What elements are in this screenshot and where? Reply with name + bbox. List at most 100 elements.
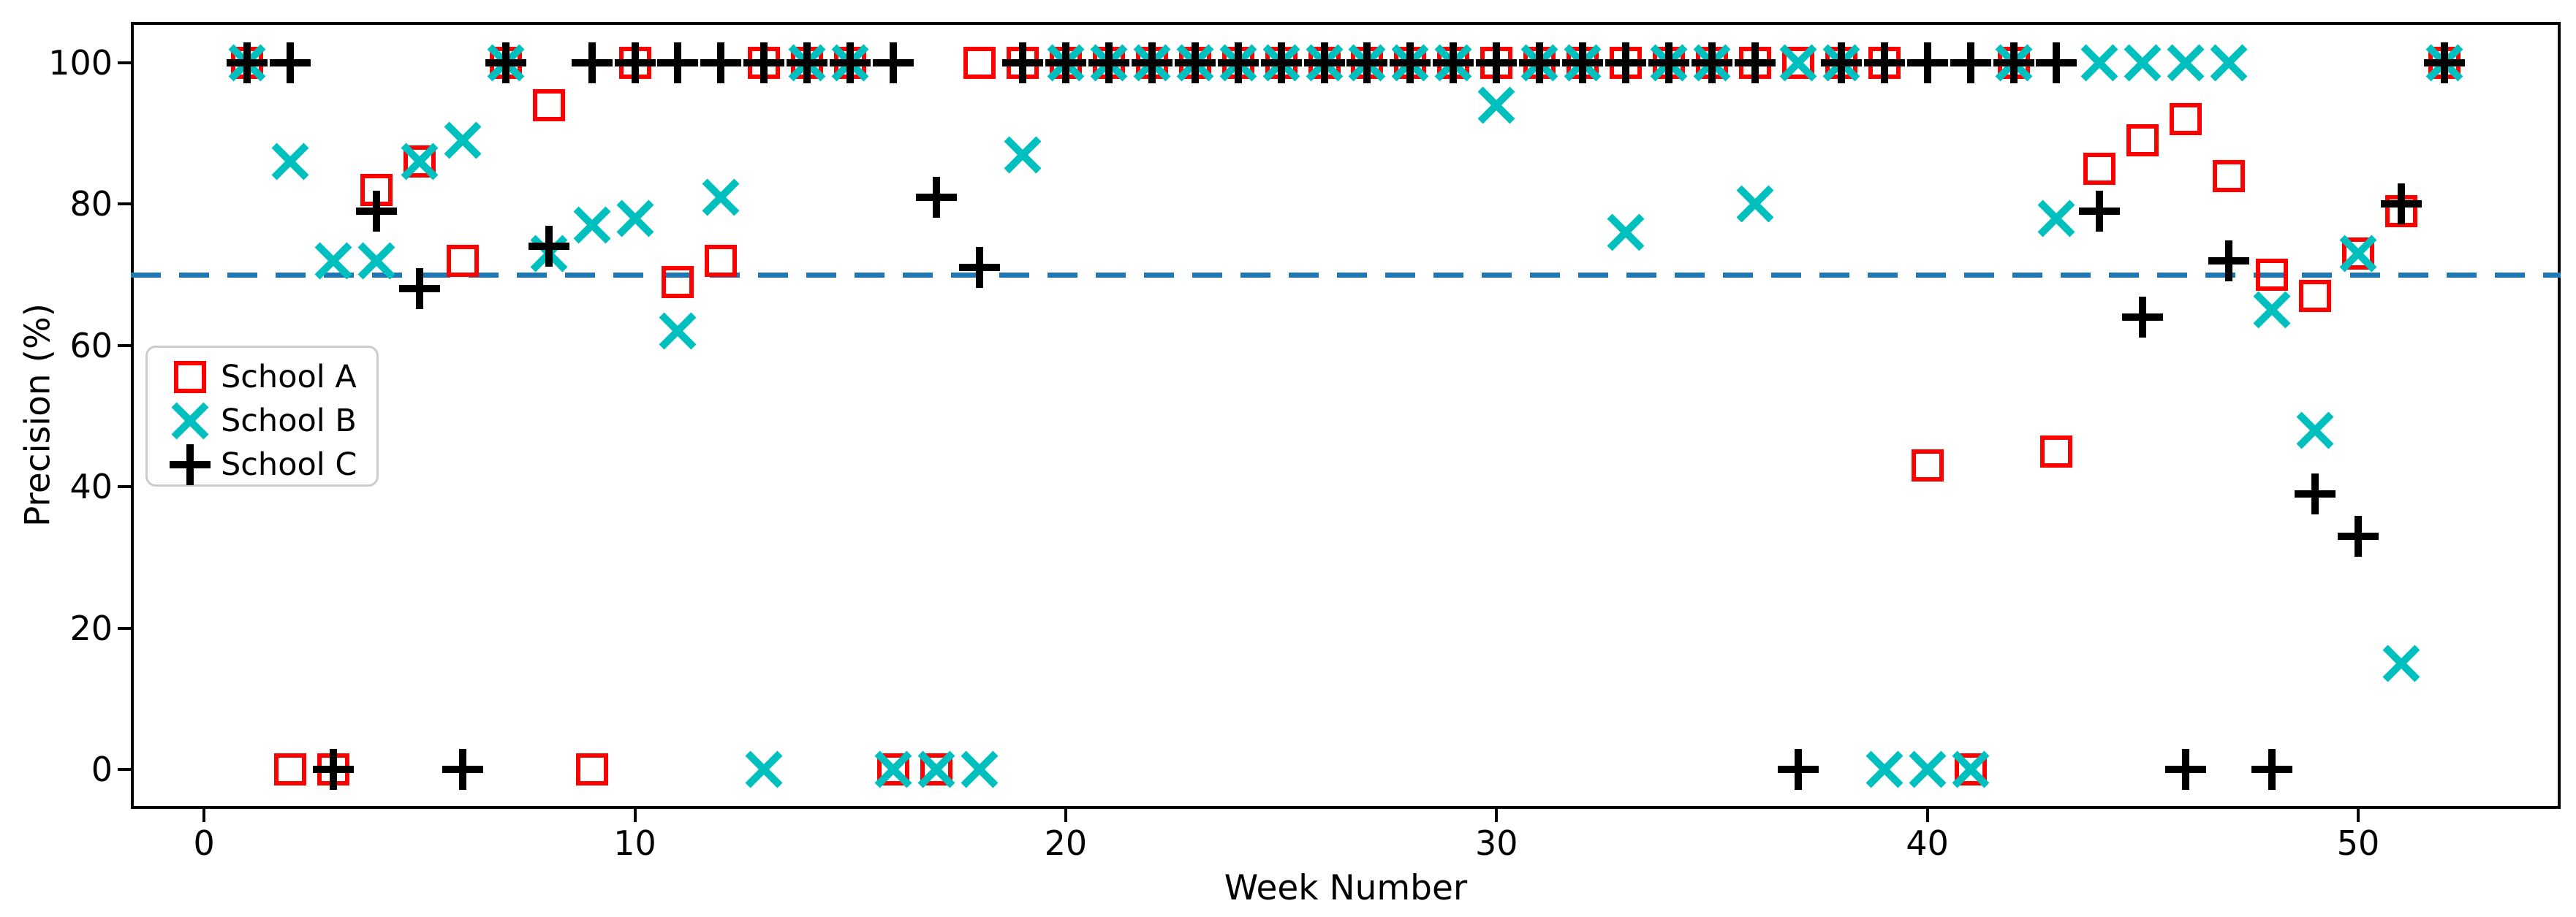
marker-school-c-week-48: [2251, 748, 2293, 790]
marker-school-c-week-7: [485, 42, 526, 84]
school-b-x-icon: [161, 399, 221, 443]
marker-school-c-week-45: [2122, 297, 2164, 338]
marker-school-c-week-39: [1863, 42, 1905, 84]
marker-school-c-week-32: [1562, 42, 1604, 84]
marker-school-c-week-17: [916, 176, 958, 218]
marker-school-a-week-18: [963, 47, 996, 80]
marker-school-b-week-16: [874, 750, 912, 788]
marker-school-b-week-19: [1004, 136, 1042, 174]
legend-item-school-c: School C: [161, 443, 376, 487]
x-tick-40: [1925, 809, 1929, 822]
marker-school-a-week-11: [662, 265, 694, 298]
school-a-square-icon: [161, 355, 221, 399]
marker-school-b-week-39: [1865, 750, 1903, 788]
marker-school-c-week-33: [1605, 42, 1647, 84]
marker-school-b-week-13: [745, 750, 783, 788]
marker-school-c-week-52: [2423, 42, 2465, 84]
marker-school-a-week-40: [1911, 449, 1944, 482]
marker-school-a-week-43: [2040, 435, 2073, 468]
marker-school-a-week-48: [2256, 259, 2289, 292]
y-tick-100: [118, 61, 131, 65]
marker-school-b-week-30: [1477, 86, 1515, 124]
marker-school-c-week-35: [1691, 42, 1732, 84]
marker-school-c-week-47: [2208, 240, 2250, 281]
marker-school-a-week-8: [532, 89, 565, 122]
marker-school-c-week-19: [1001, 42, 1043, 84]
y-tick-60: [118, 343, 131, 347]
marker-school-a-week-37: [1781, 47, 1814, 80]
marker-school-b-week-3: [314, 242, 352, 280]
marker-school-c-week-12: [700, 42, 742, 84]
y-tick-label-80: 80: [69, 184, 113, 224]
marker-school-b-week-12: [702, 178, 740, 216]
marker-school-b-week-6: [444, 121, 482, 159]
y-tick-label-40: 40: [69, 467, 113, 507]
x-tick-label-50: 50: [2336, 823, 2380, 863]
marker-school-a-week-2: [274, 753, 307, 785]
marker-school-c-week-44: [2079, 191, 2121, 232]
marker-school-c-week-26: [1303, 42, 1345, 84]
marker-school-c-week-16: [873, 42, 914, 84]
marker-school-a-week-12: [705, 244, 738, 277]
y-tick-label-60: 60: [69, 325, 113, 365]
marker-school-b-week-47: [2210, 44, 2248, 82]
x-tick-label-40: 40: [1906, 823, 1949, 863]
x-tick-0: [202, 809, 206, 822]
marker-school-c-week-18: [959, 247, 1001, 289]
x-tick-20: [1064, 809, 1067, 822]
legend-label: School B: [221, 403, 357, 439]
marker-school-b-week-10: [616, 199, 654, 237]
marker-school-b-week-51: [2382, 644, 2420, 682]
marker-school-a-week-44: [2083, 153, 2116, 186]
marker-school-c-week-3: [313, 748, 354, 790]
marker-school-c-week-36: [1734, 42, 1776, 84]
marker-school-c-week-25: [1260, 42, 1302, 84]
y-tick-40: [118, 485, 131, 489]
marker-school-c-week-20: [1045, 42, 1086, 84]
x-tick-30: [1495, 809, 1499, 822]
marker-school-c-week-51: [2380, 183, 2422, 225]
legend-item-school-b: School B: [161, 399, 376, 443]
marker-school-c-week-22: [1131, 42, 1173, 84]
marker-school-a-week-5: [403, 145, 436, 178]
marker-school-c-week-21: [1088, 42, 1129, 84]
school-c-plus-icon: [161, 443, 221, 487]
marker-school-c-week-10: [614, 42, 656, 84]
legend-label: School C: [221, 446, 357, 483]
marker-school-c-week-40: [1906, 42, 1948, 84]
x-tick-label-30: 30: [1474, 823, 1518, 863]
x-tick-label-0: 0: [193, 823, 215, 863]
x-tick-label-10: 10: [613, 823, 656, 863]
marker-school-b-week-43: [2037, 199, 2075, 237]
marker-school-c-week-49: [2295, 473, 2336, 514]
marker-school-c-week-5: [398, 268, 440, 310]
marker-school-b-week-17: [917, 750, 955, 788]
marker-school-b-week-36: [1736, 185, 1774, 223]
marker-school-b-week-48: [2253, 291, 2291, 329]
marker-school-b-week-9: [573, 206, 611, 244]
marker-school-c-week-29: [1433, 42, 1474, 84]
marker-school-c-week-14: [787, 42, 828, 84]
x-tick-50: [2357, 809, 2360, 822]
y-tick-20: [118, 626, 131, 630]
marker-school-c-week-31: [1519, 42, 1561, 84]
marker-school-c-week-4: [355, 191, 397, 232]
marker-school-b-week-50: [2339, 235, 2377, 273]
marker-school-a-week-49: [2299, 280, 2332, 313]
marker-school-c-week-24: [1217, 42, 1259, 84]
marker-school-b-week-45: [2124, 44, 2162, 82]
y-tick-label-0: 0: [91, 749, 113, 789]
marker-school-c-week-1: [227, 42, 268, 84]
marker-school-c-week-11: [657, 42, 699, 84]
marker-school-c-week-8: [528, 226, 569, 267]
marker-school-c-week-9: [571, 42, 613, 84]
marker-school-c-week-41: [1950, 42, 1991, 84]
marker-school-a-week-45: [2126, 124, 2159, 157]
y-tick-0: [118, 767, 131, 771]
marker-school-c-week-15: [830, 42, 871, 84]
marker-school-c-week-50: [2338, 515, 2379, 557]
marker-school-b-week-41: [1952, 750, 1990, 788]
marker-school-a-week-9: [575, 753, 608, 785]
marker-school-b-week-37: [1779, 44, 1817, 82]
y-tick-80: [118, 202, 131, 206]
